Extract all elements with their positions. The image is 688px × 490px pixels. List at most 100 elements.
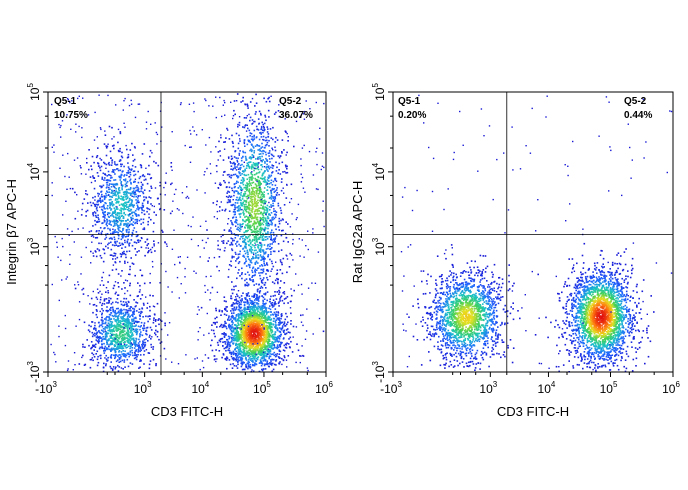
event-dot: [269, 243, 271, 245]
event-dot: [114, 326, 116, 328]
event-dot: [113, 336, 115, 339]
event-dot: [227, 190, 229, 193]
event-dot: [154, 250, 156, 252]
event-dot: [113, 327, 115, 330]
event-dot: [108, 174, 111, 176]
event-dot: [250, 184, 252, 187]
event-dot: [232, 302, 235, 304]
event-dot: [100, 329, 103, 332]
event-dot: [137, 351, 140, 353]
event-dot: [241, 223, 244, 226]
event-dot: [239, 223, 241, 225]
event-dot: [110, 198, 112, 201]
event-dot: [120, 335, 122, 338]
event-dot: [133, 174, 135, 177]
event-dot: [227, 349, 229, 352]
event-dot: [264, 151, 267, 154]
event-dot: [122, 319, 124, 322]
event-dot: [281, 357, 283, 360]
event-dot: [105, 317, 107, 319]
event-dot: [71, 187, 74, 190]
event-dot: [127, 225, 130, 228]
event-dot: [105, 334, 108, 336]
event-dot: [90, 297, 93, 300]
event-dot: [251, 211, 253, 213]
event-dot: [120, 331, 123, 334]
event-dot: [242, 315, 245, 317]
event-dot: [117, 364, 119, 367]
event-dot: [268, 213, 270, 216]
event-dot: [101, 196, 103, 198]
event-dot: [92, 213, 94, 215]
event-dot: [253, 164, 255, 166]
event-dot: [147, 220, 149, 223]
event-dot: [131, 333, 133, 336]
event-dot: [260, 357, 263, 359]
event-dot: [127, 332, 129, 334]
event-dot: [140, 325, 142, 327]
event-dot: [121, 199, 124, 201]
event-dot: [265, 238, 267, 241]
event-dot: [102, 335, 104, 338]
event-dot: [126, 180, 129, 183]
event-dot: [262, 232, 264, 235]
event-dot: [265, 153, 267, 156]
event-dot: [120, 351, 123, 353]
event-dot: [120, 165, 122, 168]
event-dot: [96, 316, 98, 319]
event-dot: [102, 248, 105, 250]
event-dot: [134, 352, 136, 355]
event-dot: [257, 256, 260, 259]
event-dot: [273, 338, 275, 341]
event-dot: [127, 170, 130, 172]
event-dot: [255, 343, 258, 345]
event-dot: [135, 324, 137, 326]
event-dot: [267, 170, 269, 172]
event-dot: [241, 177, 244, 179]
event-dot: [239, 336, 242, 338]
event-dot: [138, 219, 141, 222]
event-dot: [112, 287, 115, 290]
event-dot: [263, 212, 266, 214]
event-dot: [153, 160, 155, 163]
event-dot: [105, 363, 107, 365]
event-dot: [122, 243, 124, 246]
event-dot: [261, 146, 264, 148]
event-dot: [272, 342, 274, 344]
event-dot: [118, 358, 121, 361]
event-dot: [245, 230, 248, 232]
event-dot: [140, 164, 143, 167]
event-dot: [164, 324, 166, 327]
event-dot: [96, 209, 99, 212]
event-dot: [249, 261, 252, 263]
event-dot: [270, 174, 272, 177]
event-dot: [85, 210, 87, 213]
event-dot: [126, 341, 129, 343]
event-dot: [113, 183, 115, 186]
event-dot: [277, 155, 280, 157]
event-dot: [233, 324, 236, 326]
event-dot: [263, 256, 266, 259]
event-dot: [255, 162, 257, 165]
event-dot: [278, 156, 281, 159]
event-dot: [240, 226, 242, 228]
event-dot: [99, 185, 101, 187]
event-dot: [104, 177, 106, 179]
event-dot: [107, 329, 109, 332]
event-dot: [284, 130, 287, 132]
event-dot: [273, 240, 276, 242]
event-dot: [111, 343, 113, 345]
event-dot: [122, 341, 125, 344]
event-dot: [285, 165, 287, 168]
event-dot: [120, 320, 123, 323]
event-dot: [102, 222, 104, 224]
event-dot: [270, 190, 272, 193]
event-dot: [263, 239, 265, 241]
event-dot: [136, 344, 138, 346]
event-dot: [95, 343, 97, 346]
event-dot: [124, 253, 127, 256]
event-dot: [249, 245, 252, 248]
event-dot: [229, 326, 232, 328]
event-dot: [250, 225, 252, 228]
event-dot: [257, 347, 260, 349]
